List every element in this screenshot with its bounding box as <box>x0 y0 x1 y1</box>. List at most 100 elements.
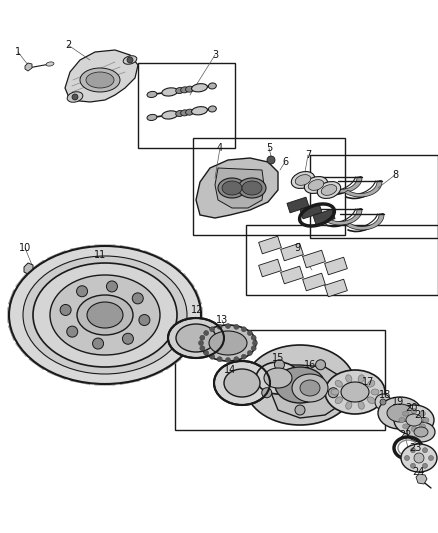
Circle shape <box>428 456 434 461</box>
Text: 23: 23 <box>409 443 421 453</box>
Circle shape <box>414 453 424 463</box>
Ellipse shape <box>411 426 417 432</box>
Circle shape <box>241 327 246 332</box>
Circle shape <box>380 399 386 405</box>
Ellipse shape <box>208 83 216 89</box>
Circle shape <box>315 360 325 370</box>
Ellipse shape <box>200 325 256 361</box>
Ellipse shape <box>87 302 123 328</box>
Circle shape <box>127 57 133 63</box>
Polygon shape <box>47 363 72 379</box>
Polygon shape <box>29 352 53 370</box>
Text: 7: 7 <box>305 150 311 160</box>
Ellipse shape <box>186 86 194 92</box>
Polygon shape <box>157 352 181 370</box>
Polygon shape <box>325 177 362 193</box>
Circle shape <box>139 314 150 326</box>
Text: 2: 2 <box>65 40 71 50</box>
Ellipse shape <box>176 324 216 352</box>
Ellipse shape <box>346 401 352 409</box>
Ellipse shape <box>238 178 266 198</box>
Polygon shape <box>187 308 202 322</box>
Text: 8: 8 <box>392 170 398 180</box>
Polygon shape <box>258 259 281 277</box>
Ellipse shape <box>224 369 260 397</box>
Polygon shape <box>287 197 309 213</box>
Polygon shape <box>8 324 28 340</box>
Ellipse shape <box>275 367 325 403</box>
Circle shape <box>410 463 416 469</box>
Polygon shape <box>171 339 194 357</box>
Circle shape <box>226 324 230 328</box>
Ellipse shape <box>420 424 425 429</box>
Circle shape <box>60 304 71 316</box>
Polygon shape <box>325 209 362 225</box>
Text: 15: 15 <box>272 353 284 363</box>
Polygon shape <box>70 245 92 260</box>
Text: 4: 4 <box>217 143 223 153</box>
Ellipse shape <box>162 111 178 119</box>
Ellipse shape <box>406 414 422 426</box>
Ellipse shape <box>209 331 247 355</box>
Ellipse shape <box>295 175 311 185</box>
Ellipse shape <box>414 427 428 437</box>
Text: 18: 18 <box>379 390 391 400</box>
Circle shape <box>200 346 205 351</box>
Polygon shape <box>70 370 92 385</box>
Circle shape <box>247 351 252 356</box>
Polygon shape <box>300 203 322 219</box>
Ellipse shape <box>411 408 417 414</box>
Circle shape <box>423 463 427 469</box>
Circle shape <box>241 354 246 359</box>
Ellipse shape <box>335 381 343 387</box>
Text: 21: 21 <box>414 410 426 420</box>
Circle shape <box>247 330 252 335</box>
Ellipse shape <box>186 109 194 115</box>
Ellipse shape <box>304 176 328 193</box>
Polygon shape <box>47 251 72 267</box>
Text: 1: 1 <box>15 47 21 57</box>
Ellipse shape <box>180 110 189 116</box>
Polygon shape <box>272 365 342 418</box>
Polygon shape <box>171 273 194 291</box>
Ellipse shape <box>222 181 242 195</box>
Circle shape <box>92 338 103 349</box>
Polygon shape <box>24 263 33 274</box>
Ellipse shape <box>242 181 262 195</box>
Ellipse shape <box>401 444 437 472</box>
Text: 19: 19 <box>392 397 404 407</box>
Circle shape <box>132 293 143 304</box>
Polygon shape <box>118 370 140 385</box>
Text: 16: 16 <box>304 360 316 370</box>
Circle shape <box>252 341 258 345</box>
Ellipse shape <box>147 91 157 98</box>
Circle shape <box>405 456 410 461</box>
Ellipse shape <box>176 87 184 94</box>
Polygon shape <box>196 158 278 218</box>
Ellipse shape <box>67 92 83 102</box>
Ellipse shape <box>123 56 137 64</box>
Circle shape <box>217 325 222 329</box>
Circle shape <box>204 330 208 335</box>
Ellipse shape <box>367 397 375 403</box>
Polygon shape <box>258 236 281 254</box>
Polygon shape <box>344 181 382 197</box>
Ellipse shape <box>218 178 246 198</box>
Polygon shape <box>325 279 347 297</box>
Circle shape <box>262 387 272 398</box>
Circle shape <box>328 387 338 398</box>
Ellipse shape <box>208 106 216 112</box>
Ellipse shape <box>264 368 292 388</box>
Polygon shape <box>15 273 39 291</box>
Ellipse shape <box>9 246 201 384</box>
Text: 9: 9 <box>294 243 300 253</box>
Ellipse shape <box>394 405 434 435</box>
Ellipse shape <box>407 422 435 442</box>
Circle shape <box>200 335 205 340</box>
Ellipse shape <box>367 381 375 387</box>
Ellipse shape <box>33 263 177 367</box>
Ellipse shape <box>86 72 114 88</box>
Text: 17: 17 <box>362 377 374 387</box>
Circle shape <box>67 326 78 337</box>
Polygon shape <box>95 245 115 256</box>
